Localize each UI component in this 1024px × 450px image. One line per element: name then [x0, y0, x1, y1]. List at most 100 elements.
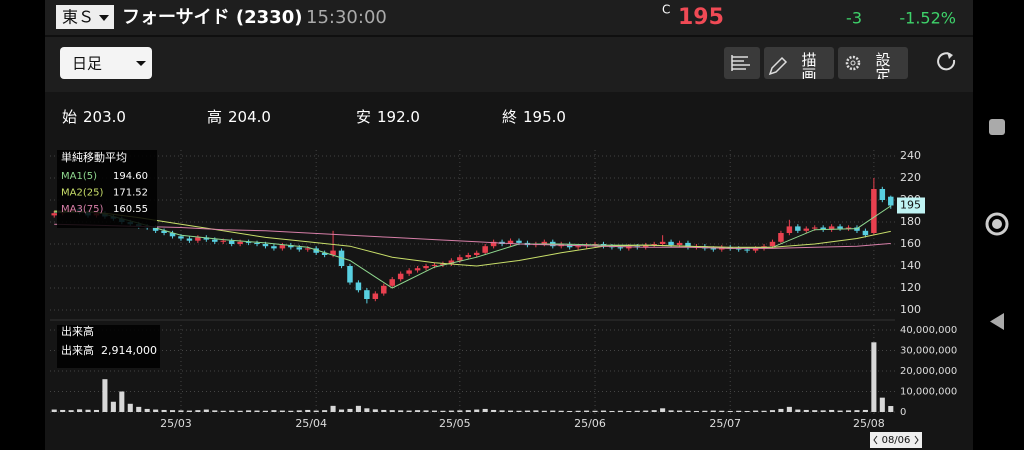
- indicator-button[interactable]: [724, 47, 760, 79]
- volume-bar: [829, 409, 835, 412]
- nav-recent[interactable]: [989, 119, 1005, 135]
- volume-bar: [507, 410, 514, 412]
- candle-body: [668, 241, 674, 246]
- refresh-icon[interactable]: [937, 52, 956, 71]
- y-tick-label: 240: [900, 149, 921, 162]
- moving-average: [54, 210, 891, 267]
- candle-body: [828, 226, 835, 230]
- candle-body: [195, 237, 201, 241]
- nav-back[interactable]: [990, 313, 1004, 330]
- volume-bar: [584, 410, 590, 412]
- volume-bar: [795, 409, 801, 412]
- candle-body: [879, 189, 886, 200]
- gear-icon: [850, 60, 856, 66]
- draw-label: 描画: [800, 52, 818, 82]
- volume-bar: [660, 408, 666, 412]
- legend-name: MA1(5): [61, 171, 97, 182]
- price-tag-label: 195: [900, 199, 921, 212]
- candle-body: [169, 233, 176, 237]
- candle-body: [482, 246, 488, 253]
- ohlc-value: 195.0: [523, 108, 566, 126]
- draw-button[interactable]: [764, 47, 834, 79]
- candle-body: [786, 226, 793, 233]
- volume-bar: [364, 408, 370, 412]
- volume-bar: [609, 410, 615, 412]
- ohlc-item: 終 195.0: [502, 108, 566, 126]
- volume-bar: [634, 410, 640, 412]
- candle-body: [364, 290, 370, 299]
- period-select[interactable]: [60, 47, 152, 79]
- candle-body: [811, 227, 818, 229]
- nav-home[interactable]: [985, 212, 1009, 236]
- candle-body: [279, 245, 286, 249]
- y-tick-label: 0: [900, 407, 906, 418]
- volume-bar: [347, 408, 353, 412]
- volume-bar: [102, 379, 108, 412]
- moving-average: [54, 223, 891, 249]
- change: -3: [846, 9, 862, 28]
- volume-bar: [845, 410, 852, 412]
- volume-bar: [626, 410, 632, 412]
- volume-bar: [423, 410, 429, 412]
- exchange: 東Ｓ: [62, 8, 94, 27]
- candle-body: [888, 196, 894, 206]
- cursor-date: 08/06: [882, 435, 911, 446]
- volume-bar: [203, 409, 209, 412]
- volume-bar: [246, 410, 252, 412]
- volume-bar: [541, 410, 547, 412]
- volume-bar: [803, 409, 809, 412]
- volume-bar: [119, 391, 125, 412]
- x-tick-label: 25/06: [574, 417, 606, 430]
- volume-bar: [651, 410, 657, 412]
- candle-body: [423, 266, 429, 269]
- candle-body: [676, 242, 683, 246]
- indicator-icon: [731, 55, 750, 71]
- y-tick-label: 30,000,000: [900, 346, 957, 357]
- y-tick-label: 180: [900, 215, 921, 228]
- volume-bar: [676, 410, 683, 412]
- ohlc-item: 安 192.0: [356, 108, 420, 126]
- volume-bar: [381, 409, 387, 412]
- legend-box: [57, 150, 157, 228]
- legend-title: 出来高: [61, 324, 94, 338]
- volume-bar: [854, 410, 860, 412]
- volume-bar: [879, 397, 885, 412]
- candle-body: [457, 257, 463, 261]
- volume-bar: [744, 410, 750, 412]
- pencil-icon: [768, 56, 788, 76]
- candle-body: [778, 233, 784, 242]
- candle-body: [389, 279, 395, 286]
- candle-body: [355, 282, 362, 291]
- candle-body: [820, 227, 826, 230]
- volume-bar: [769, 410, 776, 412]
- volume-bar: [313, 410, 319, 412]
- volume-bar: [169, 410, 176, 412]
- legend-value: 2,914,000: [101, 344, 157, 357]
- x-tick-label: 25/04: [295, 417, 327, 430]
- settings-button[interactable]: [838, 47, 908, 79]
- chart-panel: [45, 92, 973, 450]
- candle-body: [237, 241, 243, 244]
- candle-body: [642, 245, 649, 248]
- candle-body: [228, 240, 235, 244]
- candle-body: [507, 240, 514, 244]
- volume-bar: [516, 410, 522, 412]
- volume-bar: [837, 410, 843, 412]
- volume-bar: [389, 410, 395, 412]
- y-tick-label: 160: [900, 237, 921, 250]
- candle-body: [212, 239, 218, 242]
- volume-bar: [338, 409, 345, 412]
- volume-bar: [465, 410, 471, 412]
- candle-body: [795, 226, 801, 231]
- candle-body: [330, 250, 336, 255]
- volume-bar: [372, 409, 378, 412]
- volume-bar: [229, 410, 235, 412]
- candle-body: [178, 236, 184, 239]
- legend-name: MA3(75): [61, 204, 103, 215]
- candle-body: [372, 293, 379, 299]
- volume-bar: [643, 410, 649, 412]
- volume-bar: [305, 409, 311, 412]
- volume-bar: [499, 410, 505, 412]
- volume-bar: [85, 409, 91, 412]
